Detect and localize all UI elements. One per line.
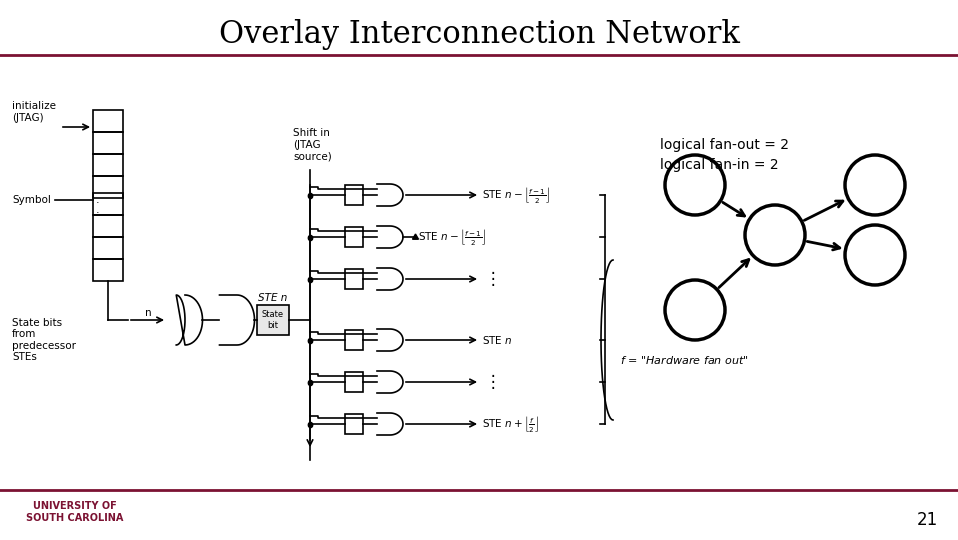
- Text: logical fan-out = 2
logical fan-in = 2: logical fan-out = 2 logical fan-in = 2: [660, 138, 789, 172]
- Bar: [93, 132, 123, 154]
- Text: STE $n$: STE $n$: [482, 334, 513, 346]
- Text: STE $n+\left\lfloor\frac{f}{2}\right\rfloor$: STE $n+\left\lfloor\frac{f}{2}\right\rfl…: [482, 414, 538, 434]
- Text: State
bit: State bit: [262, 310, 285, 330]
- Bar: [93, 176, 123, 198]
- Bar: [345, 414, 363, 434]
- Bar: [93, 193, 123, 215]
- Text: $f$ = "Hardware fan out": $f$ = "Hardware fan out": [620, 354, 749, 366]
- Text: UNIVERSITY OF
SOUTH CAROLINA: UNIVERSITY OF SOUTH CAROLINA: [26, 501, 124, 523]
- Text: STE n: STE n: [259, 293, 287, 303]
- Bar: [257, 305, 289, 335]
- Bar: [345, 185, 363, 205]
- Text: Shift in
(JTAG
source): Shift in (JTAG source): [293, 129, 331, 161]
- Bar: [93, 154, 123, 176]
- Text: State bits
from
predecessor
STEs: State bits from predecessor STEs: [12, 318, 76, 362]
- Text: STE $n-\left\lfloor\frac{f-1}{2}\right\rfloor$: STE $n-\left\lfloor\frac{f-1}{2}\right\r…: [418, 227, 487, 247]
- Text: 21: 21: [917, 511, 938, 529]
- Bar: [345, 372, 363, 392]
- Bar: [345, 269, 363, 289]
- Text: .: .: [96, 195, 100, 205]
- Text: Symbol: Symbol: [12, 195, 51, 205]
- Bar: [93, 110, 123, 132]
- Bar: [93, 259, 123, 281]
- Text: ⋮: ⋮: [485, 270, 502, 288]
- Bar: [345, 227, 363, 247]
- Text: Overlay Interconnection Network: Overlay Interconnection Network: [218, 19, 740, 51]
- Text: ⋮: ⋮: [485, 373, 502, 391]
- Text: .: .: [96, 205, 100, 215]
- Text: STE $n-\left\lfloor\frac{f-1}{2}\right\rfloor$: STE $n-\left\lfloor\frac{f-1}{2}\right\r…: [482, 185, 550, 205]
- Bar: [345, 330, 363, 350]
- Bar: [93, 215, 123, 237]
- Text: n: n: [145, 308, 151, 318]
- Text: initialize
(JTAG): initialize (JTAG): [12, 101, 56, 123]
- Bar: [93, 237, 123, 259]
